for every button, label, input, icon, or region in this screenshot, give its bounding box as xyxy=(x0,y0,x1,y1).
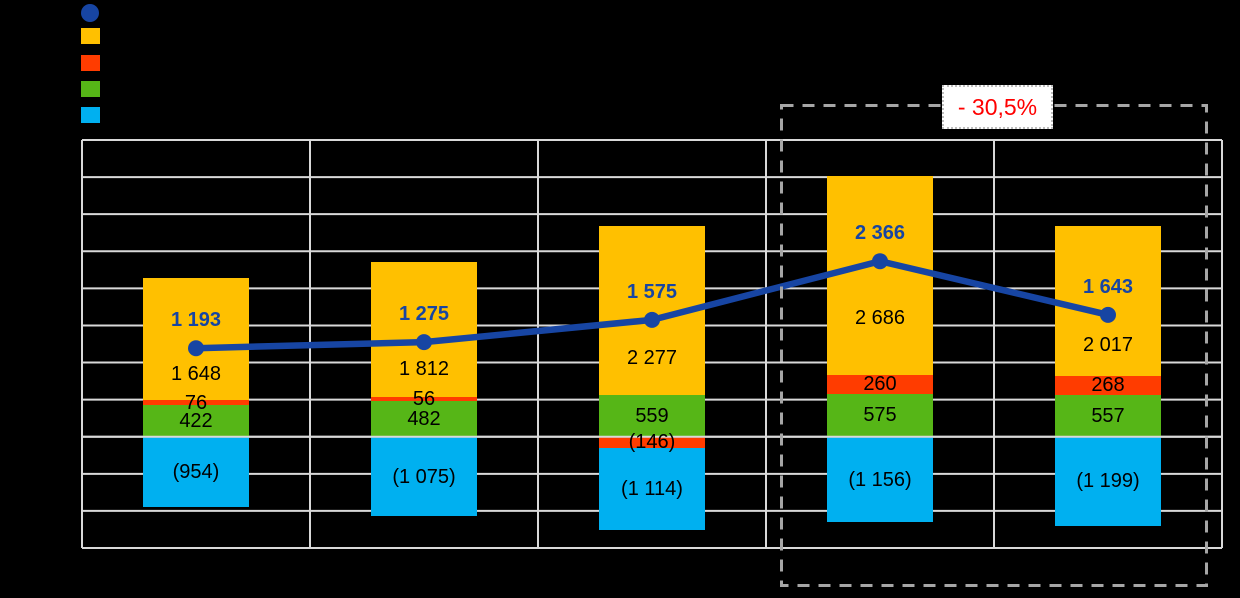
line-point-cat3 xyxy=(644,311,660,328)
bar-segment-red-cat5 xyxy=(1055,375,1161,396)
segment-label-orange-cat5: 2 017 xyxy=(1082,334,1134,357)
segment-label-red-cat2: 56 xyxy=(412,387,436,410)
bar-segment-red-cat4 xyxy=(827,374,933,395)
segment-label-lightblue-cat3: (1 114) xyxy=(621,477,683,500)
bar-segment-lightblue-cat5 xyxy=(1055,436,1161,526)
change-annotation-text: - 30,5% xyxy=(957,93,1038,120)
segment-label-lightblue-cat5: (1 199) xyxy=(1076,470,1140,493)
line-point-cat2 xyxy=(416,334,432,351)
legend-marker-lightblue-series-icon xyxy=(80,107,100,123)
segment-label-red-cat4: 260 xyxy=(863,373,897,396)
bar-segment-red-cat2 xyxy=(371,396,477,401)
line-label-cat4: 2 366 xyxy=(854,222,906,245)
segment-label-green-cat4: 575 xyxy=(863,404,897,427)
segment-label-lightblue-cat2: (1 075) xyxy=(392,465,456,488)
bar-segment-red-cat1 xyxy=(143,399,249,406)
segment-label-red-cat1: 76 xyxy=(184,391,208,414)
line-point-cat4 xyxy=(872,253,888,270)
segment-label-lightblue-cat1: (954) xyxy=(172,461,220,484)
legend-marker-green-series-icon xyxy=(80,81,100,97)
line-label-cat3: 1 575 xyxy=(626,280,678,303)
bar-segment-green-cat2 xyxy=(371,400,477,437)
bar-segment-lightblue-cat1 xyxy=(143,436,249,508)
line-label-cat2: 1 275 xyxy=(398,303,450,326)
legend-marker-orange-series-icon xyxy=(80,28,100,44)
bar-segment-orange-cat1 xyxy=(143,277,249,400)
bar-segment-orange-cat3 xyxy=(599,226,705,396)
segment-label-orange-cat4: 2 686 xyxy=(854,306,906,329)
line-point-cat1 xyxy=(188,340,204,357)
change-annotation-box: - 30,5% xyxy=(942,85,1053,129)
bar-segment-orange-cat5 xyxy=(1055,225,1161,376)
bar-segment-green-cat3 xyxy=(599,395,705,437)
bar-segment-lightblue-cat2 xyxy=(371,436,477,517)
segment-label-red-cat5: 268 xyxy=(1091,374,1125,397)
segment-label-green-cat3: 559 xyxy=(635,404,669,427)
bar-segment-lightblue-cat4 xyxy=(827,436,933,523)
bar-segment-red-cat3 xyxy=(599,436,705,448)
segment-label-orange-cat2: 1 812 xyxy=(398,358,450,381)
bar-segment-green-cat1 xyxy=(143,405,249,437)
segment-label-red-cat3: (146) xyxy=(628,431,676,454)
line-point-cat5 xyxy=(1100,306,1116,323)
segment-label-lightblue-cat4: (1 156) xyxy=(848,468,912,491)
segment-label-green-cat1: 422 xyxy=(179,410,213,433)
line-label-cat5: 1 643 xyxy=(1082,275,1134,298)
legend-marker-line-series-icon xyxy=(81,4,99,22)
bar-segment-orange-cat4 xyxy=(827,175,933,375)
legend-marker-red-series-icon xyxy=(80,55,100,71)
segment-label-green-cat5: 557 xyxy=(1091,405,1125,428)
bar-segment-green-cat4 xyxy=(827,394,933,437)
segment-label-orange-cat3: 2 277 xyxy=(626,346,678,369)
line-label-cat1: 1 193 xyxy=(170,309,222,332)
segment-label-green-cat2: 482 xyxy=(407,407,441,430)
segment-label-orange-cat1: 1 648 xyxy=(170,363,222,385)
bar-segment-orange-cat2 xyxy=(371,262,477,397)
bar-segment-green-cat5 xyxy=(1055,395,1161,437)
bar-segment-lightblue-cat3 xyxy=(599,447,705,531)
